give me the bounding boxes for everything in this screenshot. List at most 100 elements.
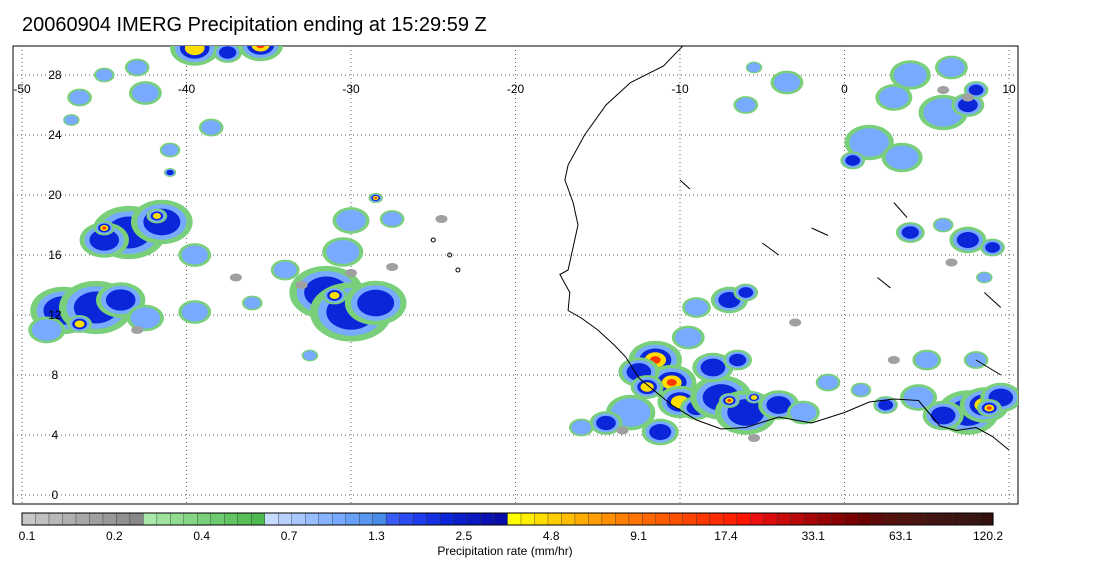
rain-contour bbox=[750, 395, 758, 400]
rain-cell bbox=[745, 61, 763, 74]
colorbar-swatch bbox=[871, 512, 886, 526]
rain-cell bbox=[889, 60, 931, 90]
rain-contour bbox=[181, 245, 208, 265]
rain-contour bbox=[747, 62, 761, 73]
rain-contour bbox=[790, 403, 817, 422]
colorbar-swatch bbox=[385, 512, 401, 526]
rain-cell bbox=[96, 282, 146, 318]
rain-contour bbox=[31, 319, 62, 341]
colorbar-swatch bbox=[952, 512, 967, 526]
rain-contour bbox=[89, 229, 120, 251]
colorbar-tick: 1.3 bbox=[368, 529, 385, 543]
lon-tick-label: -20 bbox=[507, 82, 525, 96]
rain-cell bbox=[67, 88, 92, 107]
rain-contour bbox=[181, 302, 208, 322]
rain-cell bbox=[379, 210, 405, 228]
rain-contour bbox=[738, 287, 754, 298]
inland-water bbox=[761, 242, 779, 256]
colorbar-swatch bbox=[911, 512, 927, 526]
rain-contour bbox=[105, 289, 136, 311]
rain-cell bbox=[163, 168, 177, 177]
rain-cell bbox=[146, 208, 168, 224]
lat-tick-label: 4 bbox=[52, 428, 59, 442]
colorbar-swatch bbox=[305, 512, 320, 526]
rain-cell bbox=[322, 286, 347, 305]
rain-contour bbox=[666, 378, 677, 387]
colorbar-swatch bbox=[790, 512, 805, 526]
colorbar-swatch bbox=[358, 512, 374, 526]
colorbar-swatch bbox=[709, 512, 724, 526]
rain-contour bbox=[956, 232, 979, 248]
rain-cell bbox=[178, 243, 212, 267]
lat-tick-label: 16 bbox=[48, 248, 62, 262]
rain-contour bbox=[684, 299, 708, 316]
rain-contour bbox=[968, 84, 984, 96]
rain-cell bbox=[922, 400, 964, 431]
lat-tick-label: 12 bbox=[48, 308, 62, 322]
rain-contour bbox=[700, 358, 726, 377]
rain-contour bbox=[96, 69, 113, 81]
colorbar-tick: 17.4 bbox=[714, 529, 738, 543]
drizzle-patch bbox=[748, 434, 761, 442]
rain-cell bbox=[875, 84, 913, 111]
rain-contour bbox=[571, 420, 592, 435]
island bbox=[430, 237, 436, 243]
colorbar-tick: 4.8 bbox=[542, 529, 560, 543]
rain-contour bbox=[930, 406, 956, 425]
rain-cell bbox=[723, 349, 752, 371]
drizzle-patch bbox=[345, 269, 357, 277]
rain-cell bbox=[198, 118, 224, 137]
colorbar-swatch bbox=[601, 512, 616, 526]
inland-water bbox=[877, 277, 891, 289]
rain-contour bbox=[675, 328, 702, 347]
rain-cell bbox=[733, 96, 759, 114]
rain-cell bbox=[949, 226, 987, 254]
rain-cell bbox=[895, 222, 925, 243]
map-title: 20060904 IMERG Precipitation ending at 1… bbox=[22, 14, 487, 36]
colorbar-swatch bbox=[412, 512, 428, 526]
colorbar-swatch bbox=[682, 512, 697, 526]
lon-tick-label: -50 bbox=[13, 82, 31, 96]
lon-tick-label: -30 bbox=[342, 82, 360, 96]
colorbar-swatch bbox=[561, 512, 576, 526]
rain-contour bbox=[649, 424, 672, 440]
rain-contour bbox=[64, 115, 78, 125]
rain-contour bbox=[893, 63, 927, 87]
colorbar-swatch bbox=[372, 512, 387, 526]
lon-tick-label: -40 bbox=[178, 82, 196, 96]
drizzle-patch bbox=[386, 263, 399, 271]
colorbar-swatch bbox=[736, 512, 751, 526]
lat-tick-label: 20 bbox=[48, 188, 62, 202]
drizzle-patch bbox=[937, 86, 950, 94]
rain-cell bbox=[93, 67, 115, 83]
colorbar-swatch bbox=[210, 512, 225, 526]
rain-cell bbox=[589, 411, 623, 435]
colorbar-swatch bbox=[318, 512, 333, 526]
rain-contour bbox=[773, 73, 801, 92]
rain-cell bbox=[237, 46, 284, 62]
colorbar-swatch bbox=[898, 512, 913, 526]
rain-cell bbox=[170, 46, 220, 66]
colorbar-swatch bbox=[830, 512, 846, 526]
rain-contour bbox=[161, 144, 179, 156]
colorbar-tick: 120.2 bbox=[972, 529, 1004, 543]
longitude-labels: -50 -40 -30 -20 -10 0 10 bbox=[13, 82, 1016, 96]
colorbar-swatch bbox=[197, 512, 212, 526]
rain-cell bbox=[745, 391, 763, 404]
drizzle-patch bbox=[229, 273, 242, 282]
colorbar-swatch bbox=[75, 512, 91, 526]
rain-contour bbox=[885, 145, 919, 170]
lon-tick-label: 0 bbox=[841, 82, 848, 96]
rain-contour bbox=[218, 46, 237, 59]
lat-tick-label: 28 bbox=[48, 68, 62, 82]
rain-cell bbox=[844, 124, 894, 161]
rain-cell bbox=[159, 142, 181, 158]
colorbar-swatch bbox=[291, 512, 306, 526]
rain-contour bbox=[938, 58, 965, 77]
rain-contour bbox=[915, 351, 939, 369]
rain-contour bbox=[326, 240, 360, 264]
colorbar-swatch bbox=[466, 512, 482, 526]
colorbar-tick: 2.5 bbox=[455, 529, 473, 543]
rain-cell bbox=[840, 151, 866, 170]
